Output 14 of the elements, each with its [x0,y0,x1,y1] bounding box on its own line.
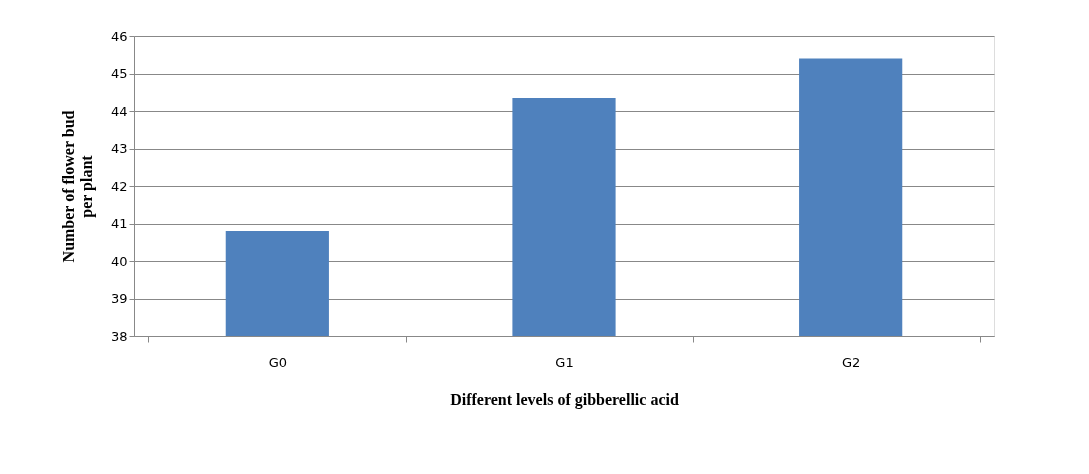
y-tick-label: 41 [110,216,128,231]
y-tick-label: 38 [110,328,128,344]
x-axis-title: Different levels of gibberellic acid [450,390,679,409]
y-tick-label: 39 [110,291,128,306]
x-tick-label: G0 [268,354,288,370]
y-tick-label: 43 [110,141,128,156]
y-axis-title: Number of flower bud per plant [59,110,96,263]
x-tick-label: G1 [555,354,574,370]
y-tick-label: 44 [110,103,128,119]
y-tick-label: 46 [110,28,128,44]
x-tick-label: G2 [841,354,861,370]
y-tick-label: 42 [110,178,128,194]
y-tick-label: 40 [110,253,128,269]
y-tick-label: 45 [110,66,128,81]
